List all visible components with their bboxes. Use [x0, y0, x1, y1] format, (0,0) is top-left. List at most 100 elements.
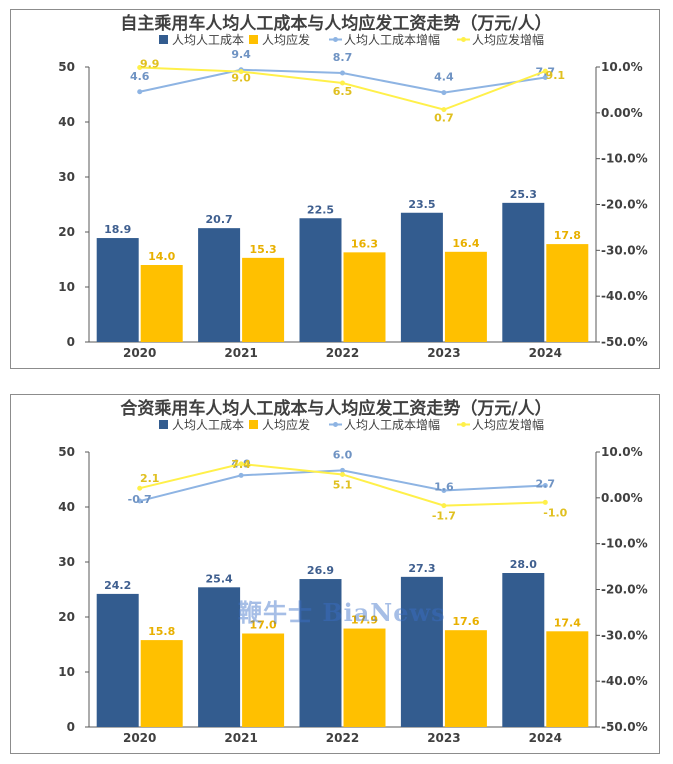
legend-swatch-bar: [159, 420, 168, 429]
legend-label: 人均人工成本增幅: [344, 32, 440, 47]
legend-item-0: 人均人工成本: [159, 418, 244, 432]
left-tick-label: 0: [67, 720, 75, 734]
right-tick-label: -10.0%: [601, 152, 648, 166]
bar-value-label: 15.3: [250, 243, 277, 256]
category-label: 2023: [427, 731, 460, 745]
category-label: 2023: [427, 346, 460, 360]
legend-item-0: 人均人工成本: [159, 33, 244, 47]
point-gross-pay-growth: [238, 69, 244, 75]
left-tick-label: 30: [58, 555, 75, 569]
line-value-label: 5.1: [333, 478, 353, 491]
legend-item-2: 人均人工成本增幅: [329, 417, 440, 432]
bar-value-label: 25.4: [206, 572, 233, 585]
category-label: 2024: [529, 346, 562, 360]
category-label: 2020: [123, 731, 156, 745]
right-tick-label: -50.0%: [601, 720, 648, 734]
line-value-label: 2.7: [536, 477, 556, 490]
legend-label: 人均应发增幅: [472, 32, 544, 47]
legend-swatch-marker: [461, 37, 466, 42]
left-tick-label: 40: [58, 500, 75, 514]
legend-swatch-bar: [249, 35, 258, 44]
line-value-label: 9.0: [231, 72, 251, 85]
line-value-label: 9.1: [546, 69, 566, 82]
right-tick-label: -50.0%: [601, 335, 648, 349]
legend-swatch-marker: [333, 422, 338, 427]
left-tick-label: 10: [58, 665, 75, 679]
right-tick-label: -10.0%: [601, 537, 648, 551]
right-tick-label: 10.0%: [601, 60, 643, 74]
bar-value-label: 28.0: [510, 558, 537, 571]
chart-independent-brands: 自主乘用车人均人工成本与人均应发工资走势（万元/人）人均人工成本 人均应发 人均人工…: [58, 13, 648, 360]
left-tick-label: 30: [58, 170, 75, 184]
bar-value-label: 14.0: [148, 250, 175, 263]
legend-label: 人均人工成本: [172, 418, 244, 432]
right-tick-label: -20.0%: [601, 583, 648, 597]
bar-value-label: 22.5: [307, 203, 334, 216]
bar-value-label: 17.0: [250, 619, 277, 632]
point-labor-cost-growth: [340, 70, 345, 76]
right-tick-label: -30.0%: [601, 243, 648, 257]
line-value-label: 9.4: [231, 48, 251, 61]
category-label: 2024: [529, 731, 562, 745]
legend-swatch-bar: [249, 420, 258, 429]
left-tick-label: 20: [58, 225, 75, 239]
point-gross-pay-growth: [238, 461, 244, 467]
point-gross-pay-growth: [441, 503, 447, 509]
bar-gross-pay: [444, 251, 487, 342]
bar-labor-cost: [299, 579, 342, 727]
right-tick-label: -40.0%: [601, 289, 648, 303]
legend-label: 人均应发: [262, 417, 310, 432]
point-labor-cost-growth: [441, 488, 447, 493]
left-tick-label: 50: [58, 445, 75, 459]
line-value-label: 8.7: [333, 51, 353, 64]
bar-value-label: 17.6: [452, 615, 479, 628]
chart-joint-venture-brands: 合资乘用车人均人工成本与人均应发工资走势（万元/人）人均人工成本 人均应发 人均人工…: [58, 398, 648, 745]
bar-labor-cost: [198, 587, 241, 727]
legend-item-3: 人均应发增幅: [457, 32, 544, 47]
left-tick-label: 10: [58, 280, 75, 294]
right-tick-label: 10.0%: [601, 445, 643, 459]
bar-gross-pay: [140, 640, 183, 727]
legend-swatch-marker: [461, 422, 466, 427]
legend-label: 人均人工成本增幅: [344, 417, 440, 432]
point-gross-pay-growth: [542, 499, 548, 505]
bar-value-label: 26.9: [307, 564, 334, 577]
point-gross-pay-growth: [340, 80, 345, 86]
bar-value-label: 17.4: [554, 616, 581, 629]
chart-panel-joint-venture: 合资乘用车人均人工成本与人均应发工资走势（万元/人） 人均人工成本 人均应发 人均人工…: [10, 394, 660, 754]
watermark: 鞭牛士 BiaNews: [238, 598, 446, 627]
category-label: 2022: [326, 731, 359, 745]
legend-label: 人均人工成本: [172, 33, 244, 47]
bar-labor-cost: [502, 573, 545, 727]
point-gross-pay-growth: [340, 471, 345, 477]
right-tick-label: -30.0%: [601, 628, 648, 642]
bar-gross-pay: [242, 633, 285, 727]
bar-labor-cost: [198, 228, 241, 342]
right-tick-label: 0.00%: [601, 106, 643, 120]
bar-gross-pay: [546, 631, 589, 727]
bar-value-label: 23.5: [408, 198, 435, 211]
chart-panel-independent: 自主乘用车人均人工成本与人均应发工资走势（万元/人） 人均人工成本 人均应发 人均人工…: [10, 9, 660, 369]
bar-labor-cost: [299, 218, 342, 342]
bar-labor-cost: [400, 212, 443, 342]
point-labor-cost-growth: [137, 89, 143, 95]
bar-value-label: 24.2: [104, 579, 131, 592]
bar-value-label: 20.7: [206, 213, 233, 226]
point-gross-pay-growth: [137, 64, 143, 70]
category-label: 2021: [224, 731, 257, 745]
line-value-label: 6.5: [333, 85, 353, 98]
line-value-label: -1.0: [543, 506, 567, 519]
point-labor-cost-growth: [542, 482, 548, 488]
chart-title: 自主乘用车人均人工成本与人均应发工资走势（万元/人）: [120, 13, 551, 34]
right-tick-label: -40.0%: [601, 674, 648, 688]
bar-value-label: 16.4: [452, 237, 479, 250]
legend-item-3: 人均应发增幅: [457, 417, 544, 432]
line-value-label: 7.4: [231, 458, 251, 471]
bar-labor-cost: [96, 593, 139, 727]
bar-value-label: 18.9: [104, 223, 131, 236]
bar-value-label: 17.8: [554, 229, 581, 242]
bar-gross-pay: [140, 265, 183, 342]
point-labor-cost-growth: [137, 498, 143, 504]
bar-value-label: 15.8: [148, 625, 175, 638]
bar-value-label: 16.3: [351, 237, 378, 250]
